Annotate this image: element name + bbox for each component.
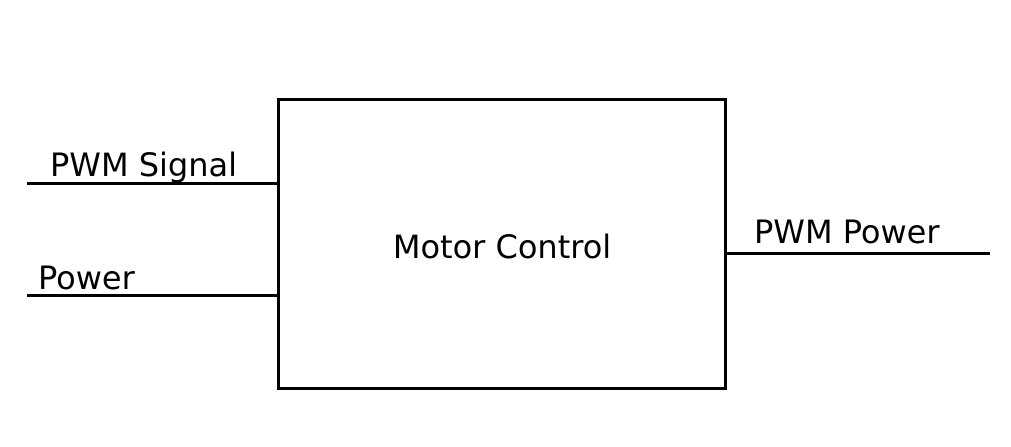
power-label: Power: [38, 259, 135, 297]
pwm-power-wire: [724, 252, 990, 255]
pwm-signal-wire: [27, 182, 277, 185]
pwm-power-label: PWM Power: [754, 213, 940, 251]
pwm-signal-label: PWM Signal: [50, 146, 238, 184]
power-wire: [27, 294, 277, 297]
motor-control-block: Motor Control: [277, 98, 727, 390]
motor-control-label: Motor Control: [392, 228, 612, 266]
